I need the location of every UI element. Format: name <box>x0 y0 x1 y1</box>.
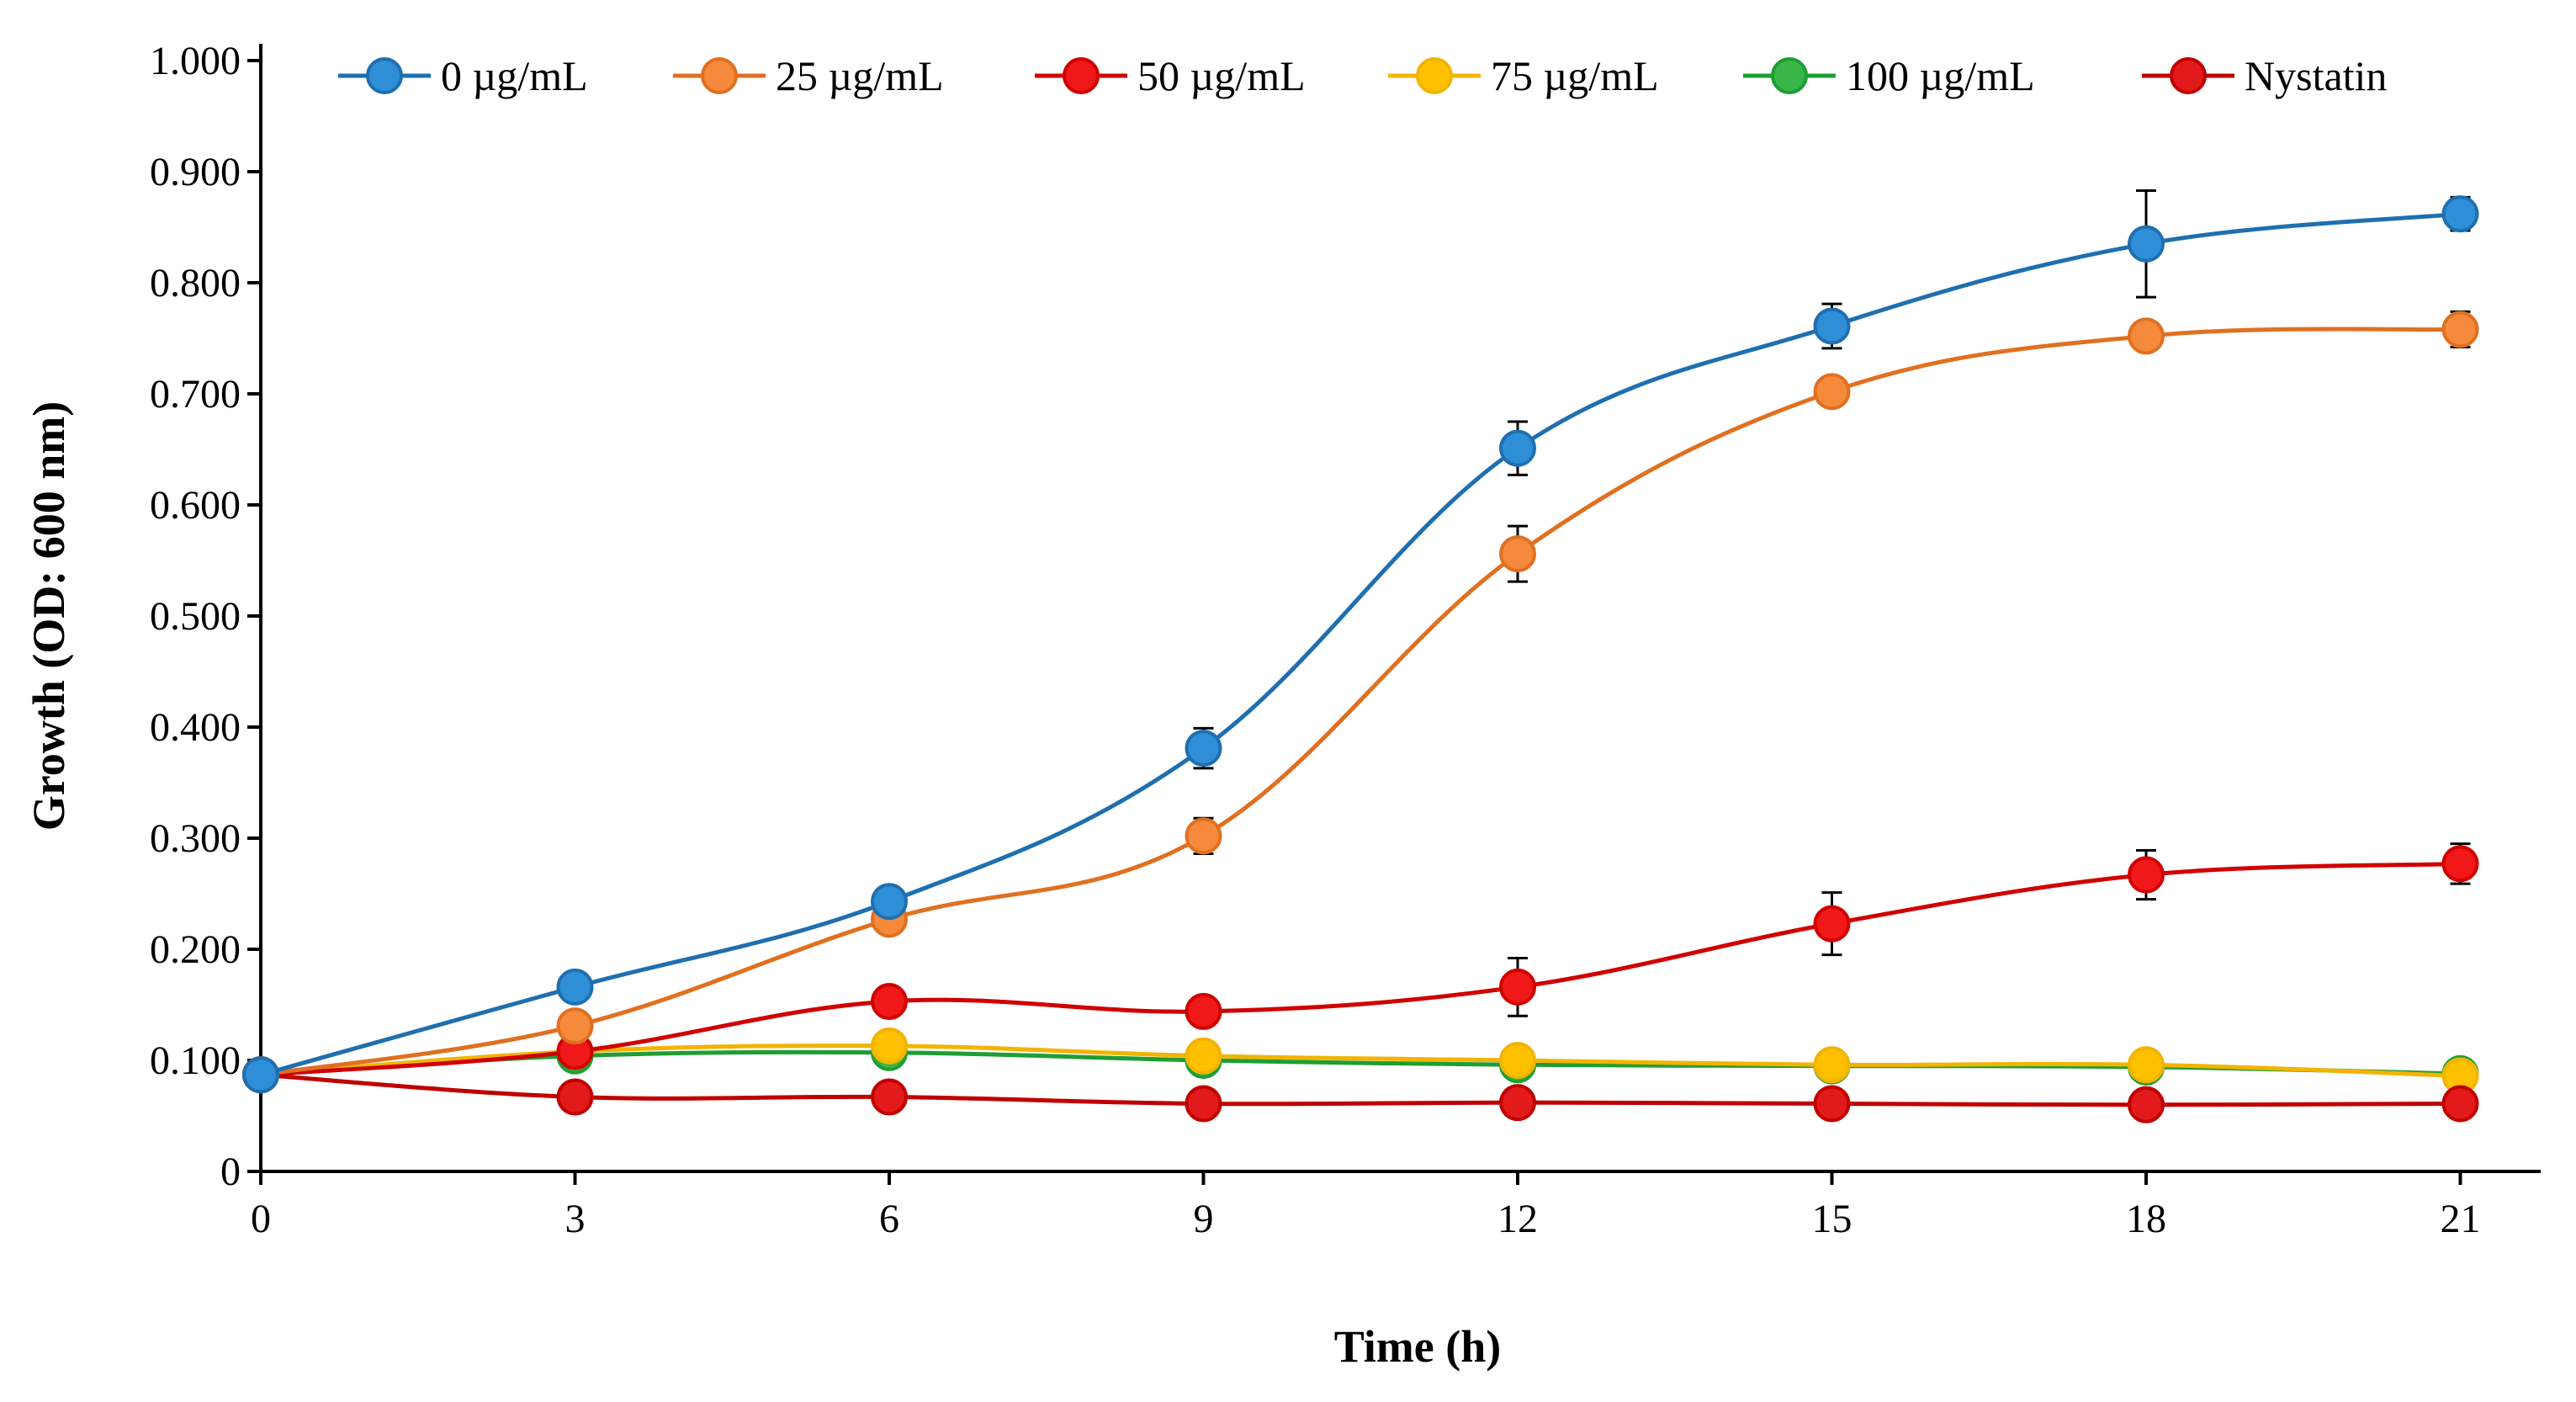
data-point <box>2128 856 2165 894</box>
x-tick-label: 18 <box>2126 1197 2166 1241</box>
data-point <box>2441 845 2479 883</box>
data-point <box>1499 535 1536 573</box>
series-line <box>260 1044 2461 1078</box>
y-tick-label: 0.100 <box>150 1038 241 1083</box>
x-tick-label: 15 <box>1812 1197 1852 1241</box>
series-line <box>260 211 2461 1077</box>
data-point <box>871 1027 908 1065</box>
legend-item: 100 µg/mL <box>1743 52 2035 99</box>
axes: 0 0.100 0.200 0.300 0.400 0.500 0.600 0.700 0.80… <box>150 39 2541 1241</box>
data-point <box>2441 195 2479 233</box>
data-point <box>1813 373 1851 411</box>
y-tick-label: 1.000 <box>150 39 241 83</box>
data-point <box>1185 817 1222 855</box>
x-tick-label: 9 <box>1194 1197 1214 1241</box>
data-point <box>1499 429 1536 467</box>
x-tick-label: 0 <box>251 1197 271 1241</box>
legend: 0 µg/mL 25 µg/mL 50 µg/mL 75 µg/mL 100 µg/mL… <box>338 52 2387 99</box>
data-point <box>1813 905 1851 943</box>
data-point <box>871 1078 908 1116</box>
y-tick-label: 0.200 <box>150 927 241 972</box>
series-line <box>260 327 2461 1077</box>
y-tick-label: 0 <box>220 1150 241 1194</box>
legend-label: 75 µg/mL <box>1491 52 1659 99</box>
data-point <box>2128 317 2165 355</box>
data-point <box>871 883 908 921</box>
data-point <box>2128 225 2165 263</box>
data-point <box>2441 1085 2479 1123</box>
series-50-g-ml <box>242 842 2479 1094</box>
data-point <box>1185 1085 1222 1123</box>
x-tick-label: 6 <box>879 1197 899 1241</box>
legend-item: 0 µg/mL <box>338 52 588 99</box>
legend-label: 25 µg/mL <box>776 52 944 99</box>
legend-swatch-marker <box>1416 57 1453 94</box>
data-point <box>556 1007 594 1045</box>
data-point <box>1185 730 1222 767</box>
data-point <box>556 968 594 1006</box>
data-point <box>1813 1046 1851 1084</box>
data-point <box>1499 1084 1536 1122</box>
legend-swatch-marker <box>1771 57 1808 94</box>
data-point <box>1185 1037 1222 1075</box>
y-tick-label: 0.900 <box>150 150 241 194</box>
y-axis-title: Growth (OD: 600 nm) <box>24 401 74 831</box>
data-point <box>2128 1046 2165 1084</box>
x-tick-label: 12 <box>1497 1197 1538 1241</box>
y-tick-label: 0.300 <box>150 816 241 861</box>
x-axis-title: Time (h) <box>1334 1321 1502 1372</box>
legend-item: 25 µg/mL <box>673 52 944 99</box>
legend-item: 75 µg/mL <box>1388 52 1659 99</box>
legend-swatch-marker <box>366 57 403 94</box>
data-point <box>2128 1086 2165 1123</box>
data-point <box>871 983 908 1021</box>
x-tick-label: 21 <box>2441 1197 2481 1241</box>
series-line <box>260 1072 2461 1107</box>
legend-item: 50 µg/mL <box>1035 52 1306 99</box>
data-point <box>1499 1042 1536 1079</box>
legend-swatch-marker <box>701 57 738 94</box>
data-point <box>1813 307 1851 345</box>
series-nystatin <box>242 1056 2479 1123</box>
y-tick-label: 0.500 <box>150 594 241 639</box>
legend-label: Nystatin <box>2245 52 2387 99</box>
y-tick-label: 0.800 <box>150 261 241 305</box>
y-tick-label: 0.400 <box>150 705 241 750</box>
series-25-g-ml <box>242 310 2479 1094</box>
legend-swatch-marker <box>2170 57 2207 94</box>
series-line <box>260 861 2461 1077</box>
data-point <box>1185 992 1222 1030</box>
series-line <box>260 1049 2461 1077</box>
y-tick-label: 0.700 <box>150 372 241 417</box>
legend-label: 0 µg/mL <box>441 52 588 99</box>
data-point <box>556 1078 594 1116</box>
data-point <box>2441 311 2479 348</box>
data-point <box>242 1056 279 1094</box>
y-tick-label: 0.600 <box>150 483 241 528</box>
legend-swatch-marker <box>1063 57 1100 94</box>
x-tick-label: 3 <box>565 1197 586 1241</box>
series-layer <box>242 189 2479 1123</box>
legend-label: 50 µg/mL <box>1137 52 1306 99</box>
series-0-g-ml <box>242 189 2479 1094</box>
data-point <box>1813 1085 1851 1123</box>
legend-label: 100 µg/mL <box>1846 52 2035 99</box>
legend-item: Nystatin <box>2142 52 2387 99</box>
data-point <box>1499 968 1536 1006</box>
